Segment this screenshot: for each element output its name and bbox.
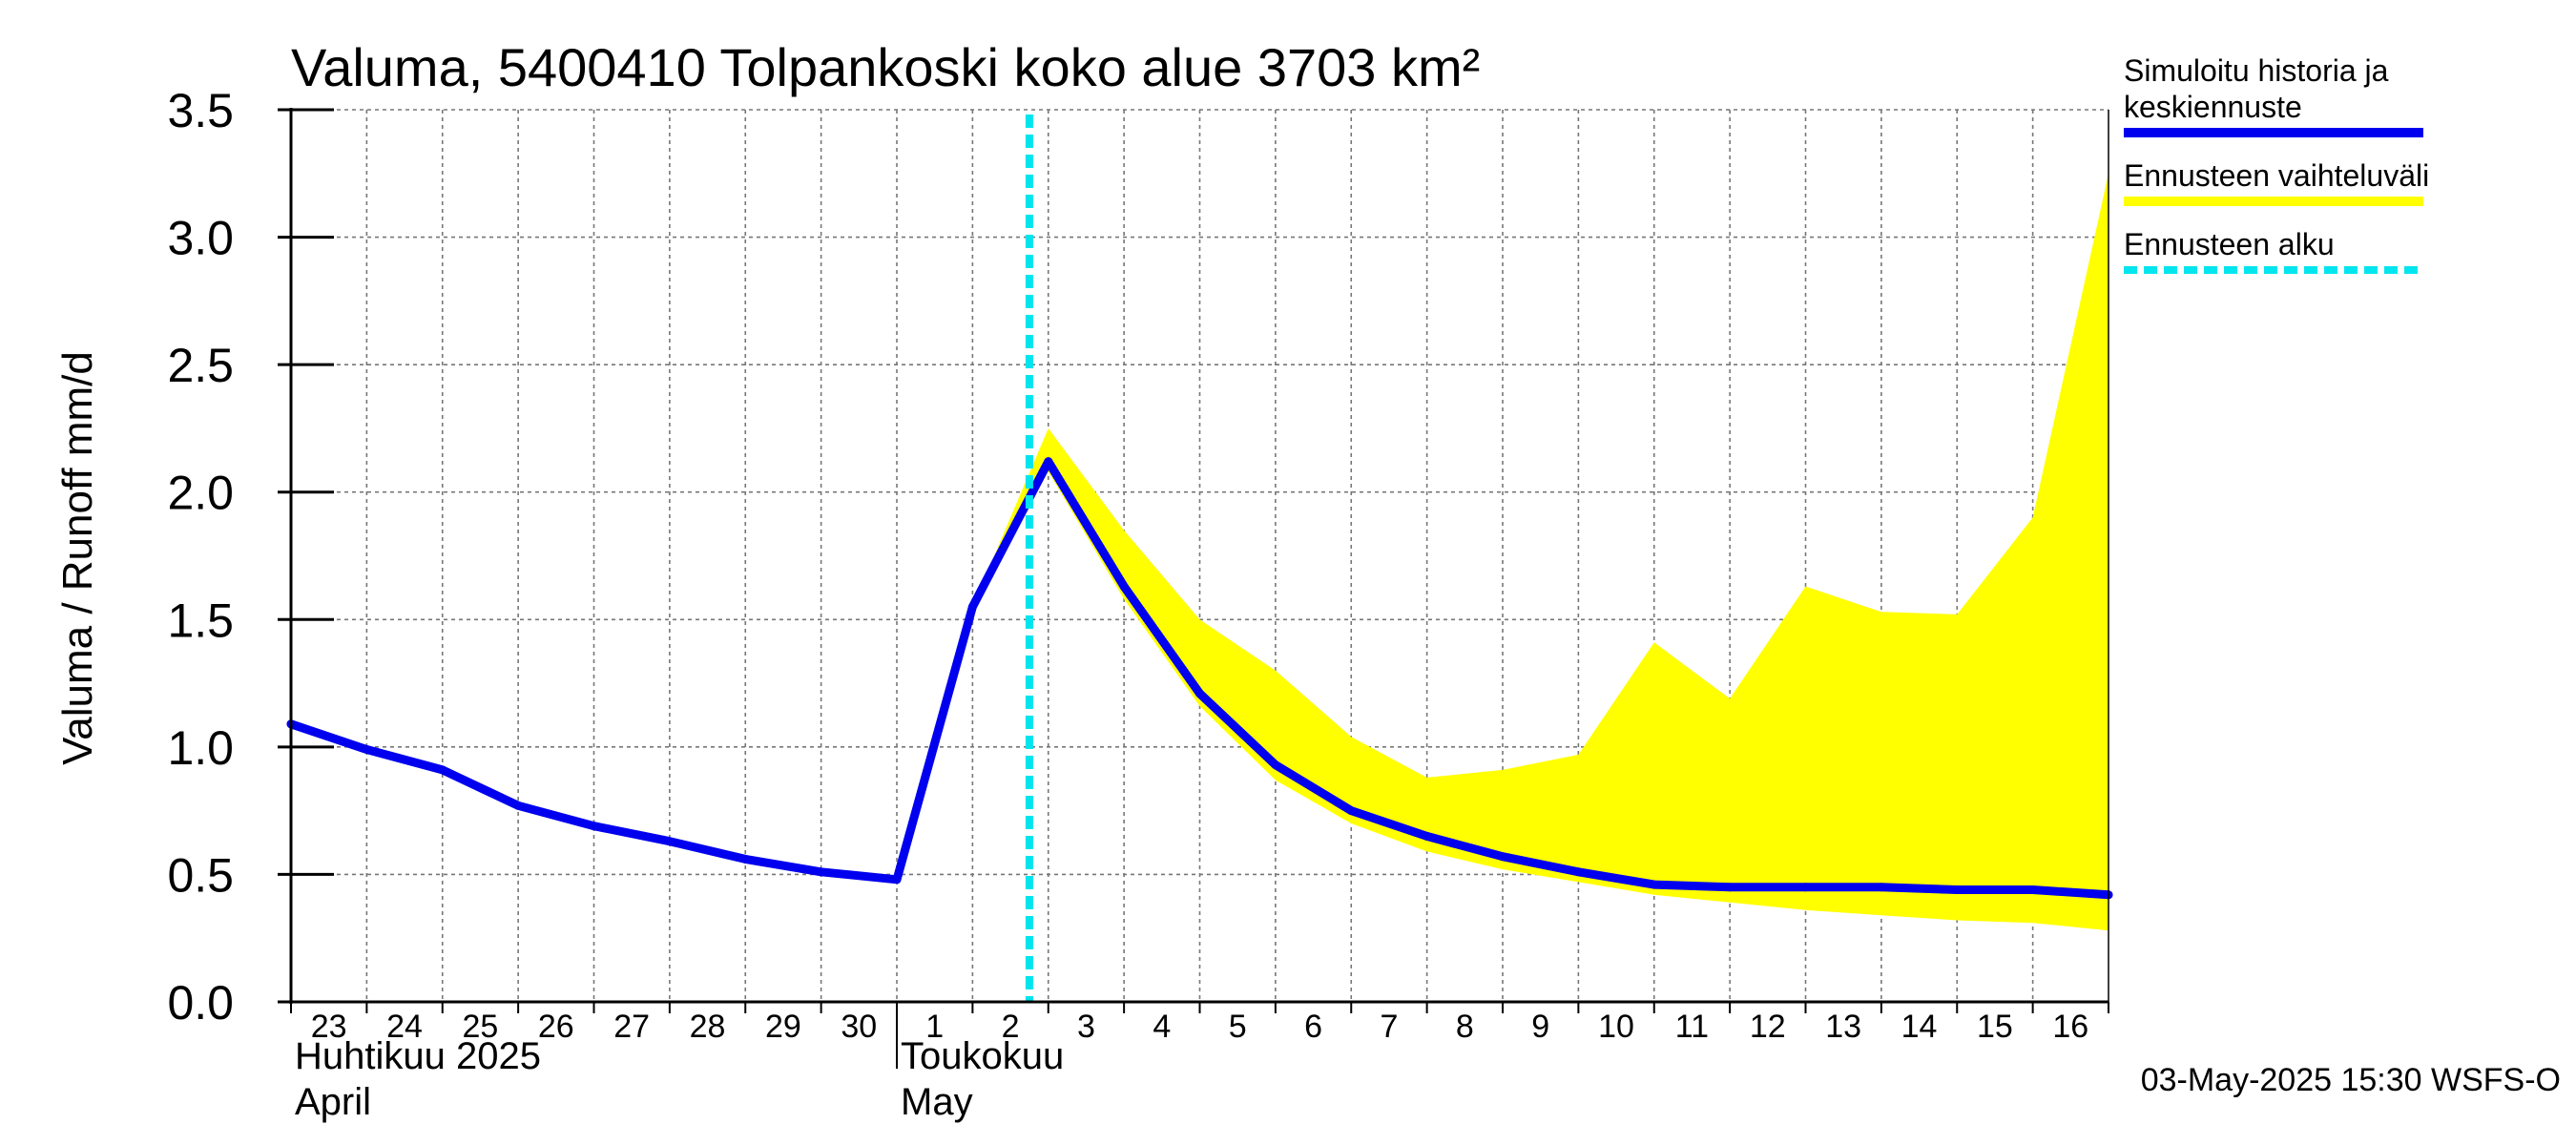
data-point (1119, 582, 1129, 592)
x-tick-labels: 23 24 25 26 27 28 29 30 1 2 3 4 5 6 7 8 9 10 11 12 13 14 15 16 (311, 1009, 2088, 1045)
data-point (1271, 760, 1280, 770)
forecast-range-band (972, 173, 2109, 931)
month-label: Toukokuu (901, 1035, 1064, 1077)
x-tick-label: 3 (1077, 1009, 1095, 1045)
data-point (438, 765, 447, 775)
y-tick-label: 2.5 (167, 339, 234, 392)
y-tick-label: 0.0 (167, 976, 234, 1030)
x-tick-label: 29 (765, 1009, 801, 1045)
x-tick-label: 24 (386, 1009, 423, 1045)
y-tick-labels: 0.0 0.5 1.0 1.5 2.0 2.5 3.0 3.5 (167, 84, 234, 1030)
data-point (1498, 852, 1507, 862)
month-label-en: May (901, 1081, 973, 1123)
legend-label: Ennusteen alku (2124, 227, 2335, 261)
timestamp: 03-May-2025 15:30 WSFS-O (2141, 1062, 2561, 1098)
legend-label: Ennusteen vaihteluväli (2124, 158, 2429, 193)
month-label: Huhtikuu 2025 (295, 1035, 541, 1077)
x-tick-label: 15 (1977, 1009, 2013, 1045)
x-tick-label: 27 (613, 1009, 650, 1045)
x-tick-label: 9 (1531, 1009, 1549, 1045)
data-point (1650, 880, 1659, 889)
series-layer (286, 457, 2113, 900)
data-point (665, 837, 675, 846)
x-tick-label: 7 (1380, 1009, 1398, 1045)
x-tick-label: 8 (1456, 1009, 1474, 1045)
x-tick-label: 25 (463, 1009, 499, 1045)
data-point (1346, 806, 1356, 816)
x-tick-label: 5 (1229, 1009, 1247, 1045)
data-point (1573, 867, 1583, 877)
legend-label: Simuloitu historia ja (2124, 53, 2389, 88)
x-tick-label: 6 (1304, 1009, 1322, 1045)
x-tick-label: 28 (690, 1009, 726, 1045)
data-point (1044, 457, 1053, 467)
data-point (817, 867, 826, 877)
x-tick-label: 4 (1153, 1009, 1171, 1045)
x-tick-label: 10 (1598, 1009, 1634, 1045)
data-point (1877, 883, 1886, 892)
x-tick-label: 14 (1901, 1009, 1938, 1045)
x-tick-label: 11 (1675, 1009, 1709, 1045)
data-point (513, 801, 523, 810)
x-tick-label: 16 (2052, 1009, 2088, 1045)
data-point (740, 854, 750, 864)
chart-title: Valuma, 5400410 Tolpankoski koko alue 37… (291, 37, 1480, 97)
x-tick-label: 26 (538, 1009, 574, 1045)
y-tick-label: 0.5 (167, 848, 234, 902)
y-tick-label: 3.0 (167, 212, 234, 265)
forecast-range-area (972, 173, 2109, 931)
x-tick-label: 13 (1825, 1009, 1861, 1045)
data-point (1725, 883, 1735, 892)
data-point (362, 745, 371, 754)
data-point (1952, 885, 1962, 894)
y-tick-label: 2.0 (167, 467, 234, 520)
y-tick-label: 3.5 (167, 84, 234, 137)
x-tick-label: 12 (1750, 1009, 1786, 1045)
month-label-en: April (295, 1081, 371, 1123)
data-point (1801, 883, 1810, 892)
data-point (892, 875, 902, 885)
x-tick-label: 30 (841, 1009, 877, 1045)
data-point (2028, 885, 2038, 894)
data-point (1423, 831, 1432, 841)
x-tick-label: 1 (925, 1009, 944, 1045)
legend-label: keskiennuste (2124, 90, 2302, 124)
data-point (1195, 689, 1204, 698)
data-point (967, 602, 977, 612)
y-tick-label: 1.0 (167, 721, 234, 775)
x-tick-label: 2 (1002, 1009, 1020, 1045)
axes (278, 108, 2109, 1013)
y-axis-label: Valuma / Runoff mm/d (54, 351, 101, 765)
data-point (590, 822, 598, 831)
y-tick-label: 1.5 (167, 593, 234, 647)
x-tick-label: 23 (311, 1009, 347, 1045)
